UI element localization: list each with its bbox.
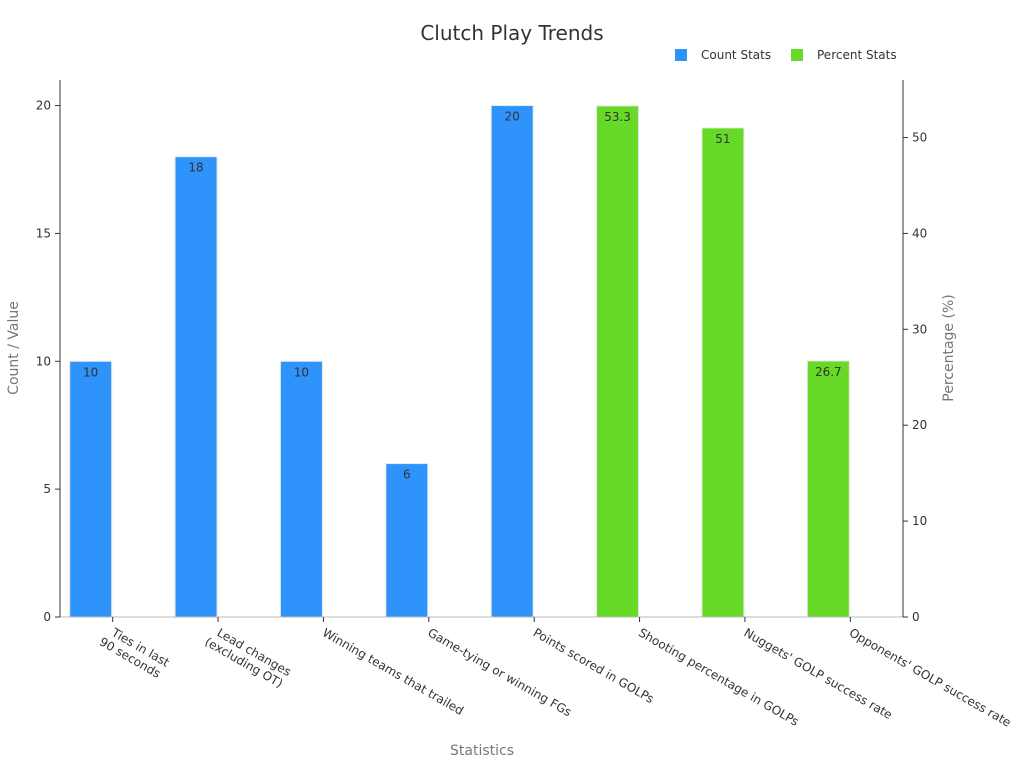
bar-percent-6 [701, 127, 745, 618]
x-axis-title: Statistics [450, 743, 514, 759]
legend-swatch-1 [791, 49, 803, 61]
y2-tick-label-0: 0 [912, 610, 920, 624]
y2-tick-label-40: 40 [912, 226, 927, 240]
x-tick-label-0: Ties in last90 seconds [97, 622, 172, 681]
legend-label-1: Percent Stats [817, 48, 897, 62]
legend-label-0: Count Stats [701, 48, 771, 62]
y2-axis-title: Percentage (%) [941, 294, 957, 401]
bar-percent-7 [806, 360, 850, 618]
bar-count-3 [385, 463, 429, 618]
bar-percent-5 [596, 105, 640, 618]
data-label-7: 26.7 [815, 365, 842, 379]
bars-group [69, 105, 850, 618]
data-label-4: 20 [505, 110, 520, 124]
data-labels-group: 10 18 10 6 20 53.3 51 26.7 [83, 110, 842, 482]
y-tick-label-10: 10 [36, 354, 51, 368]
legend-swatch-0 [675, 49, 687, 61]
data-label-3: 6 [403, 468, 411, 482]
data-label-0: 10 [83, 365, 98, 379]
data-label-1: 18 [188, 161, 203, 175]
y-tick-label-5: 5 [43, 482, 51, 496]
bar-count-2 [279, 360, 323, 618]
y2-tick-label-50: 50 [912, 131, 927, 145]
legend: Count Stats Percent Stats [675, 48, 897, 62]
y-tick-label-0: 0 [43, 610, 51, 624]
bar-count-1 [174, 156, 218, 618]
data-label-2: 10 [294, 365, 309, 379]
y-tick-label-20: 20 [36, 99, 51, 113]
x-tick-label-7: Opponents' GOLP success rate [847, 625, 1014, 729]
bar-count-0 [69, 360, 113, 618]
data-label-5: 53.3 [604, 110, 631, 124]
y2-tick-label-20: 20 [912, 418, 927, 432]
bar-count-4 [490, 105, 534, 618]
y-axis-title: Count / Value [6, 301, 22, 395]
data-label-6: 51 [715, 132, 730, 146]
y2-tick-label-30: 30 [912, 322, 927, 336]
x-tick-label-1: Lead changes(excluding OT) [202, 622, 293, 691]
chart-title: Clutch Play Trends [420, 21, 603, 45]
y-tick-label-15: 15 [36, 226, 51, 240]
x-tick-label-line: Opponents' GOLP success rate [847, 625, 1014, 729]
y2-tick-label-10: 10 [912, 514, 927, 528]
